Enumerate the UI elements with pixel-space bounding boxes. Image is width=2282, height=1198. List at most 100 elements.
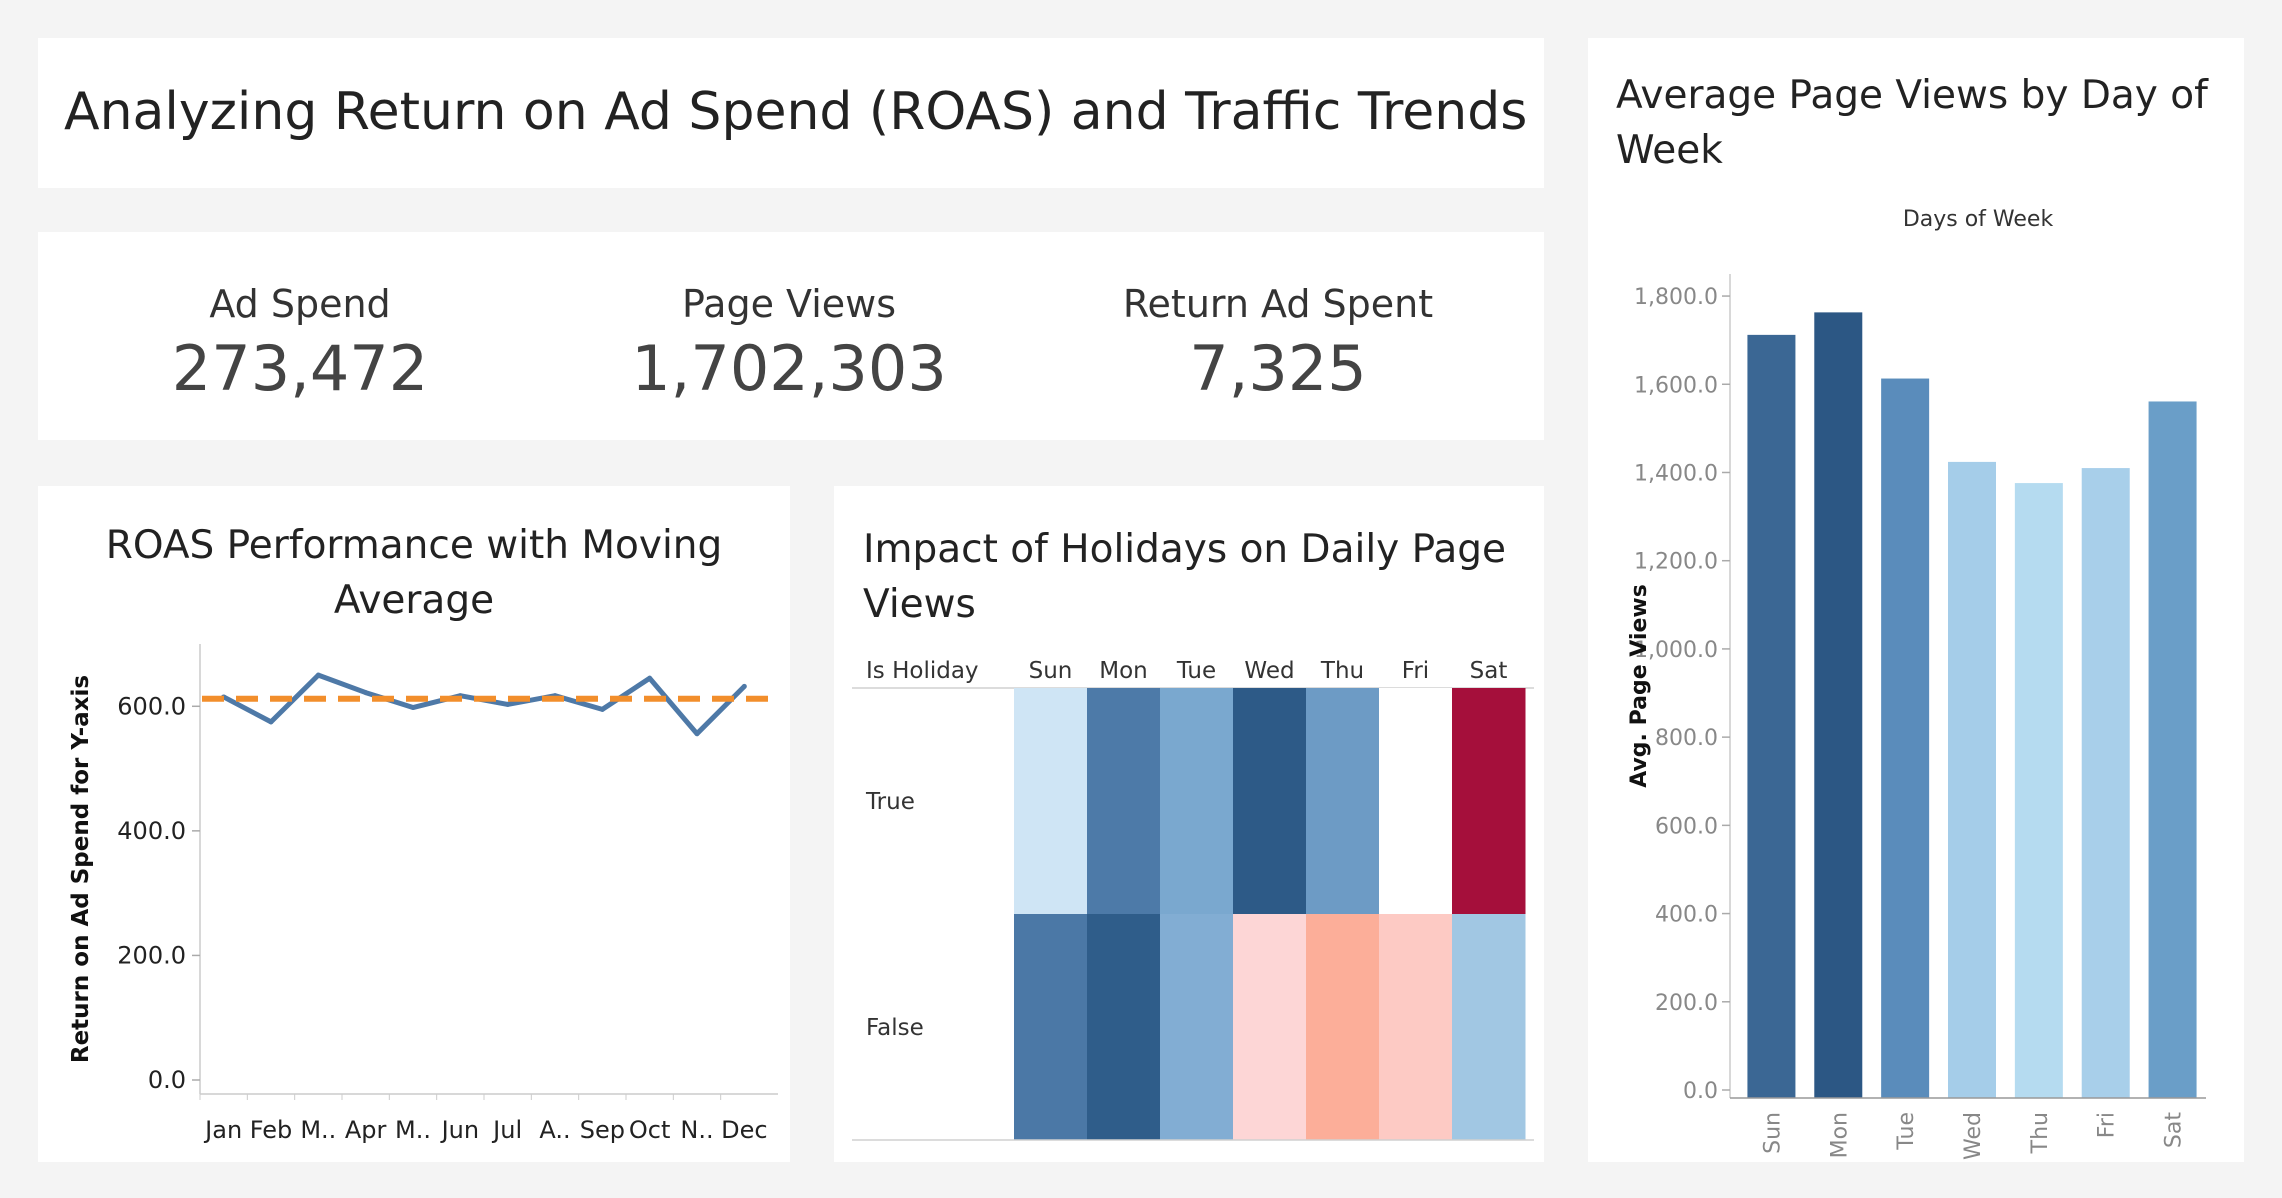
y-axis-label: Return on Ad Spend for Y-axis <box>68 675 94 1063</box>
y-tick-label: 0.0 <box>1683 1079 1718 1104</box>
kpi-return-ad-spent: Return Ad Spent 7,325 <box>1068 282 1488 405</box>
row-header-label: Is Holiday <box>866 658 979 684</box>
bar <box>1881 378 1930 1098</box>
bar <box>1948 461 1996 1099</box>
y-tick-label: 200.0 <box>117 941 186 969</box>
kpi-value: 273,472 <box>171 332 429 405</box>
x-tick-label: Tue <box>1894 1112 1919 1151</box>
holiday-chart-title: Impact of Holidays on Daily Page Views <box>863 522 1506 632</box>
heatmap-cell <box>1306 688 1380 915</box>
y-tick-label: 0.0 <box>148 1066 186 1094</box>
x-tick-label: Thu <box>2028 1112 2053 1154</box>
roas-chart-title-line: Average <box>333 578 495 623</box>
column-header-label: Mon <box>1099 658 1148 684</box>
x-tick-label: Jun <box>440 1116 480 1144</box>
bar <box>2081 468 2130 1098</box>
y-tick-label: 1,600.0 <box>1634 373 1718 398</box>
heatmap-cell <box>1452 688 1526 915</box>
heatmap-cell <box>1306 914 1380 1141</box>
heatmap-cell <box>1452 914 1526 1141</box>
x-tick-label: Jul <box>491 1116 522 1144</box>
bar <box>2014 483 2063 1099</box>
y-axis-label: Avg. Page Views <box>1627 584 1652 788</box>
dow-bar-chart: Days of Week 0.0 200.0 400.0 600.0 800.0 1,000… <box>1627 207 2206 1160</box>
x-tick-label: Dec <box>721 1116 767 1144</box>
roas-data-point <box>741 683 747 689</box>
heatmap-cell <box>1160 688 1234 915</box>
x-tick-label: Sun <box>1760 1112 1785 1154</box>
x-tick-label: Fri <box>2095 1112 2120 1138</box>
dow-chart-title: Average Page Views by Day of Week <box>1616 68 2208 178</box>
top-axis-label: Days of Week <box>1903 207 2054 232</box>
x-tick-label: Apr <box>345 1116 387 1144</box>
kpi-panel: Ad Spend 273,472 Page Views 1,702,303 Re… <box>38 232 1544 440</box>
roas-chart-title-line: ROAS Performance with Moving <box>105 523 723 568</box>
holiday-chart-title-line: Views <box>863 582 976 627</box>
roas-data-point <box>363 690 369 696</box>
y-tick-label: 400.0 <box>1655 903 1718 928</box>
column-header-label: Wed <box>1244 658 1294 684</box>
heatmap-cell <box>1014 914 1088 1141</box>
roas-data-point <box>599 706 605 712</box>
y-tick-label: 1,200.0 <box>1634 550 1718 575</box>
x-tick-label: Mon <box>1827 1112 1852 1158</box>
dashboard-title: Analyzing Return on Ad Spend (ROAS) and … <box>64 82 1528 142</box>
x-tick-label: M.. <box>300 1116 336 1144</box>
dow-chart-title-line: Average Page Views by Day of <box>1616 73 2208 118</box>
kpi-value: 1,702,303 <box>631 332 947 405</box>
roas-series-line <box>222 672 747 737</box>
heatmap-cell <box>1379 688 1453 915</box>
dow-chart-title-line: Week <box>1616 128 1723 173</box>
y-tick-label: 800.0 <box>1655 726 1718 751</box>
y-tick-label: 600.0 <box>1655 814 1718 839</box>
kpi-value: 7,325 <box>1189 332 1367 405</box>
bar <box>1814 312 1863 1099</box>
x-tick-label: Feb <box>250 1116 293 1144</box>
x-tick-label: Jan <box>203 1116 242 1144</box>
y-tick-label: 600.0 <box>117 692 186 720</box>
kpi-label: Return Ad Spent <box>1122 282 1434 326</box>
heatmap-cell <box>1233 688 1307 915</box>
column-header-label: Sun <box>1029 658 1073 684</box>
x-tick-label: M.. <box>395 1116 431 1144</box>
x-tick-label: Oct <box>629 1116 671 1144</box>
y-tick-label: 1,000.0 <box>1634 638 1718 663</box>
x-tick-label: A.. <box>539 1116 570 1144</box>
column-header-label: Sat <box>1470 658 1508 684</box>
kpi-label: Ad Spend <box>209 282 391 326</box>
holiday-chart-title-line: Impact of Holidays on Daily Page <box>863 527 1507 572</box>
holiday-heatmap: Is Holiday Sun Mon Tue Wed Thu Fri Sat True False <box>852 658 1534 1141</box>
kpi-label: Page Views <box>681 282 897 326</box>
kpi-ad-spend: Ad Spend 273,472 <box>90 282 510 405</box>
y-tick-label: 1,800.0 <box>1634 285 1718 310</box>
row-label: True <box>865 789 915 815</box>
heatmap-cell <box>1087 688 1161 915</box>
bar <box>2148 401 2197 1099</box>
bar <box>1747 334 1796 1098</box>
dow-bar-chart-panel: Average Page Views by Day of Week Days o… <box>1588 38 2244 1162</box>
roas-chart-panel: ROAS Performance with Moving Average 0.0… <box>38 486 790 1162</box>
roas-data-point <box>315 672 321 678</box>
column-header-label: Tue <box>1176 658 1216 684</box>
roas-data-point <box>694 731 700 737</box>
heatmap-cell <box>1014 688 1088 915</box>
roas-data-point <box>268 719 274 725</box>
y-tick-label: 400.0 <box>117 817 186 845</box>
column-header-label: Thu <box>1320 658 1364 684</box>
x-tick-label: Sep <box>580 1116 625 1144</box>
y-tick-label: 200.0 <box>1655 991 1718 1016</box>
column-header-label: Fri <box>1402 658 1429 684</box>
heatmap-cell <box>1087 914 1161 1141</box>
x-tick-label: Wed <box>1961 1112 1986 1160</box>
roas-chart-title: ROAS Performance with Moving Average <box>38 518 790 628</box>
kpi-page-views: Page Views 1,702,303 <box>579 282 999 405</box>
row-label: False <box>866 1015 924 1041</box>
x-tick-label: Sat <box>2162 1112 2187 1148</box>
y-tick-label: 1,400.0 <box>1634 461 1718 486</box>
heatmap-cell <box>1160 914 1234 1141</box>
title-panel: Analyzing Return on Ad Spend (ROAS) and … <box>38 38 1544 188</box>
holiday-heatmap-panel: Impact of Holidays on Daily Page Views I… <box>834 486 1544 1162</box>
heatmap-cell <box>1233 914 1307 1141</box>
roas-data-point <box>505 701 511 707</box>
